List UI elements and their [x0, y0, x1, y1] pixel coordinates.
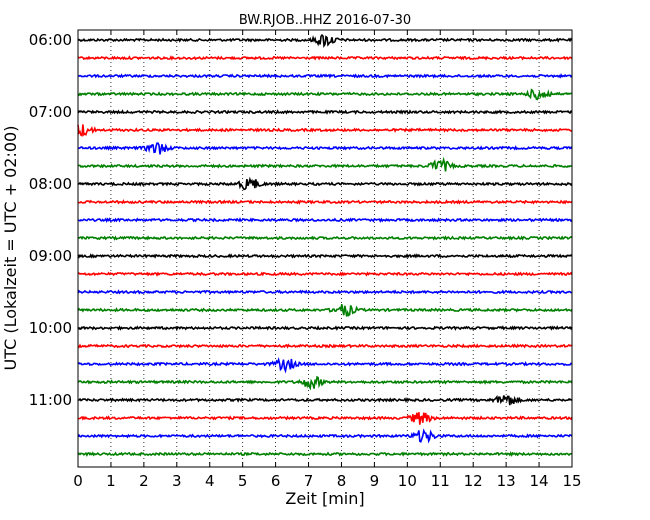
seismic-trace	[77, 33, 573, 48]
x-tick-label: 1	[106, 472, 116, 490]
grid-lines	[110, 30, 540, 467]
seismic-trace	[77, 343, 573, 349]
seismic-trace	[77, 451, 573, 457]
y-tick-label: 09:00	[29, 247, 72, 265]
y-tick-label: 06:00	[29, 31, 72, 49]
y-tick-label: 07:00	[29, 103, 72, 121]
seismic-trace	[77, 253, 573, 259]
seismic-trace	[77, 289, 573, 295]
x-tick-label: 0	[73, 472, 83, 490]
x-tick-label: 2	[139, 472, 149, 490]
seismic-trace	[77, 109, 573, 115]
seismic-trace	[77, 271, 573, 277]
seismic-trace	[77, 199, 573, 205]
seismic-trace	[77, 394, 573, 406]
x-tick-label: 8	[337, 472, 347, 490]
x-tick-label: 10	[398, 472, 417, 490]
seismic-trace	[77, 325, 573, 331]
seismic-trace	[77, 142, 573, 155]
y-tick-label: 11:00	[29, 391, 72, 409]
y-axis-label: UTC (Lokalzeit = UTC + 02:00)	[1, 126, 20, 371]
x-axis-label: Zeit [min]	[285, 489, 364, 508]
y-tick-label: 08:00	[29, 175, 72, 193]
x-tick-label: 9	[370, 472, 380, 490]
trace-group	[77, 33, 573, 457]
y-tick-label: 10:00	[29, 319, 72, 337]
x-tick-label: 7	[304, 472, 314, 490]
y-axis: 06:00 07:00 08:00 09:00 10:00 11:00	[29, 31, 572, 409]
x-tick-label: 14	[530, 472, 549, 490]
seismic-trace	[78, 412, 573, 425]
seismic-trace	[77, 124, 572, 137]
x-tick-label: 5	[238, 472, 248, 490]
seismic-trace	[77, 55, 573, 61]
x-tick-label: 12	[464, 472, 483, 490]
x-tick-label: 15	[562, 472, 581, 490]
x-axis: 0 1 2 3 4 5 6 7 8 9 10 11 12 13 14 15	[73, 30, 582, 490]
seismic-trace	[77, 304, 573, 317]
seismic-trace	[77, 217, 573, 224]
seismic-trace	[77, 428, 573, 444]
x-tick-label: 13	[497, 472, 516, 490]
seismic-trace	[77, 375, 573, 391]
chart-title: BW.RJOB..HHZ 2016-07-30	[239, 13, 411, 28]
plot-frame	[77, 29, 573, 468]
seismic-trace	[78, 73, 573, 79]
seismic-trace	[77, 156, 573, 172]
x-tick-label: 4	[205, 472, 215, 490]
x-tick-label: 3	[172, 472, 182, 490]
seismic-trace	[77, 235, 573, 241]
seismic-trace	[77, 176, 573, 191]
x-tick-label: 6	[271, 472, 281, 490]
seismic-trace	[77, 88, 573, 101]
seismic-trace	[77, 356, 573, 374]
x-tick-label: 11	[431, 472, 450, 490]
